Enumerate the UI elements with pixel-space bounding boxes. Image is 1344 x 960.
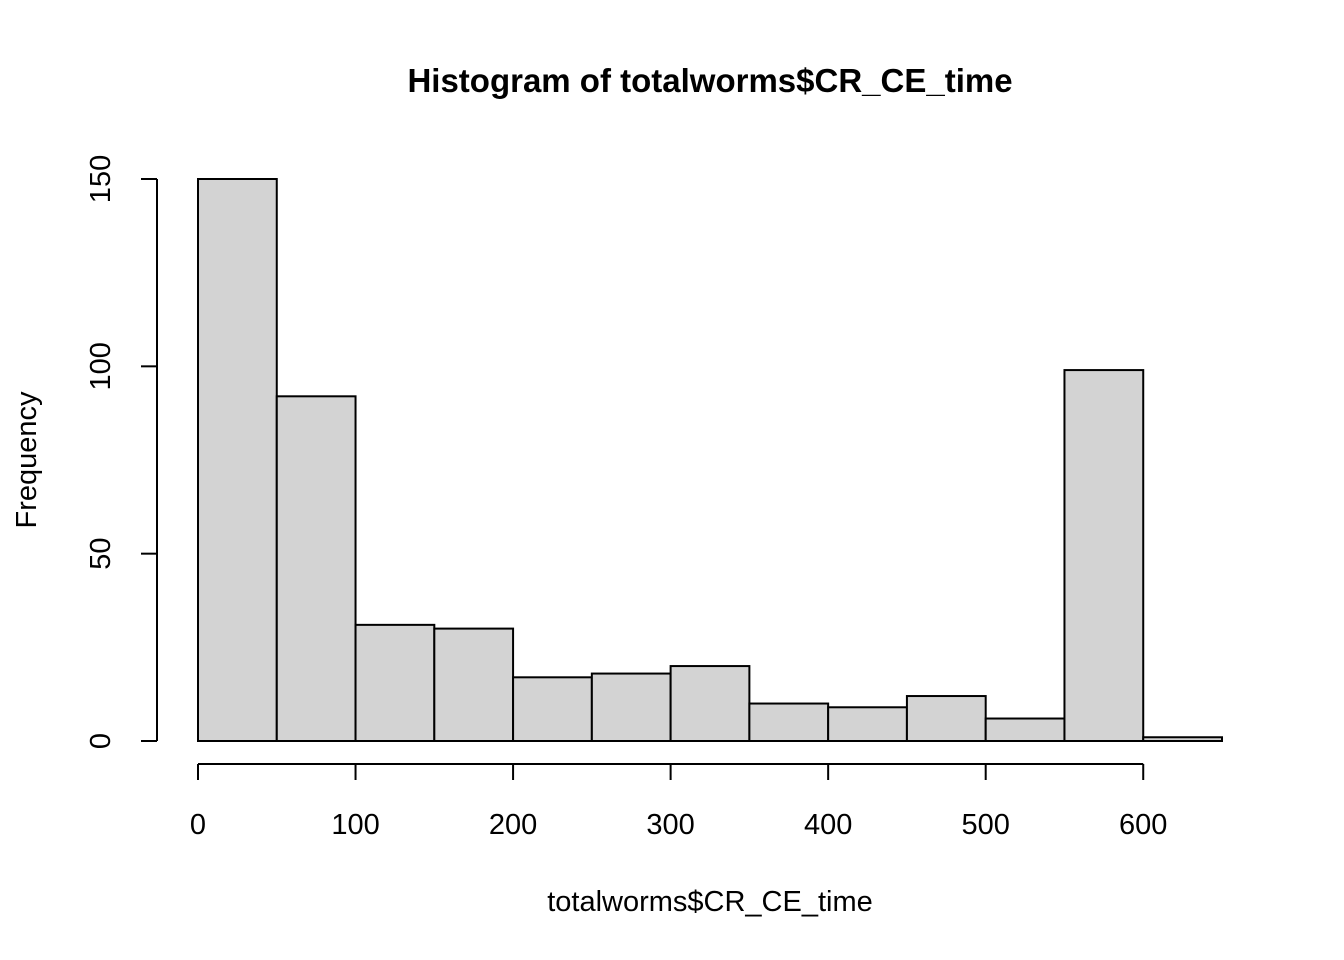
histogram-bar <box>197 178 278 742</box>
x-tick-label: 0 <box>190 809 206 841</box>
bars-group <box>197 178 1223 743</box>
y-tick-label: 100 <box>85 342 117 390</box>
histogram-bar <box>827 706 908 743</box>
y-axis: 0 50 100 150 <box>85 155 158 749</box>
x-tick-label: 200 <box>489 809 537 841</box>
x-axis-label: totalworms$CR_CE_time <box>547 886 873 918</box>
x-axis: 0 100 200 300 400 500 600 <box>190 763 1167 841</box>
x-tick-label: 600 <box>1119 809 1167 841</box>
x-tick-label: 500 <box>961 809 1009 841</box>
histogram-bar <box>433 627 515 742</box>
histogram-bar <box>984 717 1066 743</box>
histogram-bar <box>1142 736 1223 743</box>
x-tick-label: 400 <box>804 809 852 841</box>
histogram-bar <box>669 665 751 742</box>
histogram-bar <box>512 676 593 742</box>
chart-title: Histogram of totalworms$CR_CE_time <box>407 62 1012 99</box>
histogram-bar <box>590 672 672 742</box>
y-axis-label: Frequency <box>11 391 43 529</box>
histogram-bar <box>905 695 987 742</box>
y-tick-label: 0 <box>85 733 117 749</box>
histogram-bar <box>354 623 436 742</box>
histogram-bar <box>275 395 357 742</box>
histogram-bar <box>1063 369 1145 742</box>
histogram-bar <box>748 702 830 742</box>
y-tick-label: 150 <box>85 155 117 203</box>
x-tick-label: 300 <box>646 809 694 841</box>
y-tick-label: 50 <box>85 538 117 570</box>
x-tick-label: 100 <box>331 809 379 841</box>
